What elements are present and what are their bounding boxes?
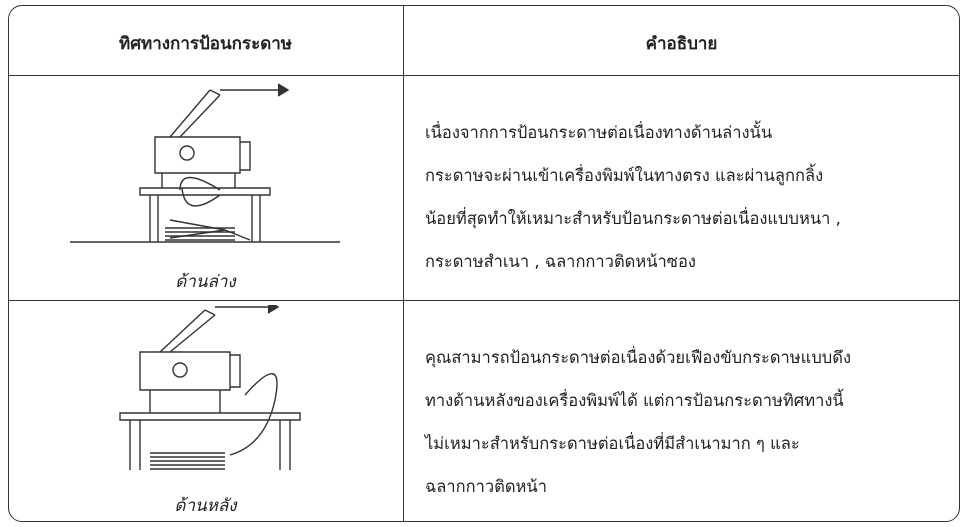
rear-feed-illustration — [119, 305, 301, 470]
description-line: เนื่องจากการป้อนกระดาษต่อเนื่องทางด้านล่… — [425, 123, 773, 142]
row-divider — [8, 75, 960, 76]
bottom-feed-illustration — [70, 83, 340, 243]
caption: ด้านหลัง — [174, 496, 237, 516]
description-line: ฉลากกาวติดหน้า — [425, 477, 547, 496]
description-line: กระดาษสำเนา , ฉลากกาวติดหน้าซอง — [425, 252, 696, 271]
description-line: น้อยที่สุดทำให้เหมาะสำหรับป้อนกระดาษต่อเ… — [425, 209, 841, 228]
description-line: กระดาษจะผ่านเข้าเครื่องพิมพ์ในทางตรง และ… — [425, 166, 824, 185]
description-line: ทางด้านหลังของเครื่องพิมพ์ได้ แต่การป้อน… — [425, 391, 844, 410]
column-divider — [403, 5, 404, 522]
description-line: คุณสามารถป้อนกระดาษต่อเนื่องด้วยเฟืองขับ… — [425, 348, 852, 367]
header-cell: ทิศทางการป้อนกระดาษ — [119, 34, 292, 54]
row-divider — [8, 300, 960, 301]
caption: ด้านล่าง — [175, 272, 236, 292]
table-frame — [8, 5, 960, 522]
header-cell: คำอธิบาย — [645, 34, 718, 54]
description-line: ไม่เหมาะสำหรับกระดาษต่อเนื่องที่มีสำเนาม… — [425, 434, 800, 453]
